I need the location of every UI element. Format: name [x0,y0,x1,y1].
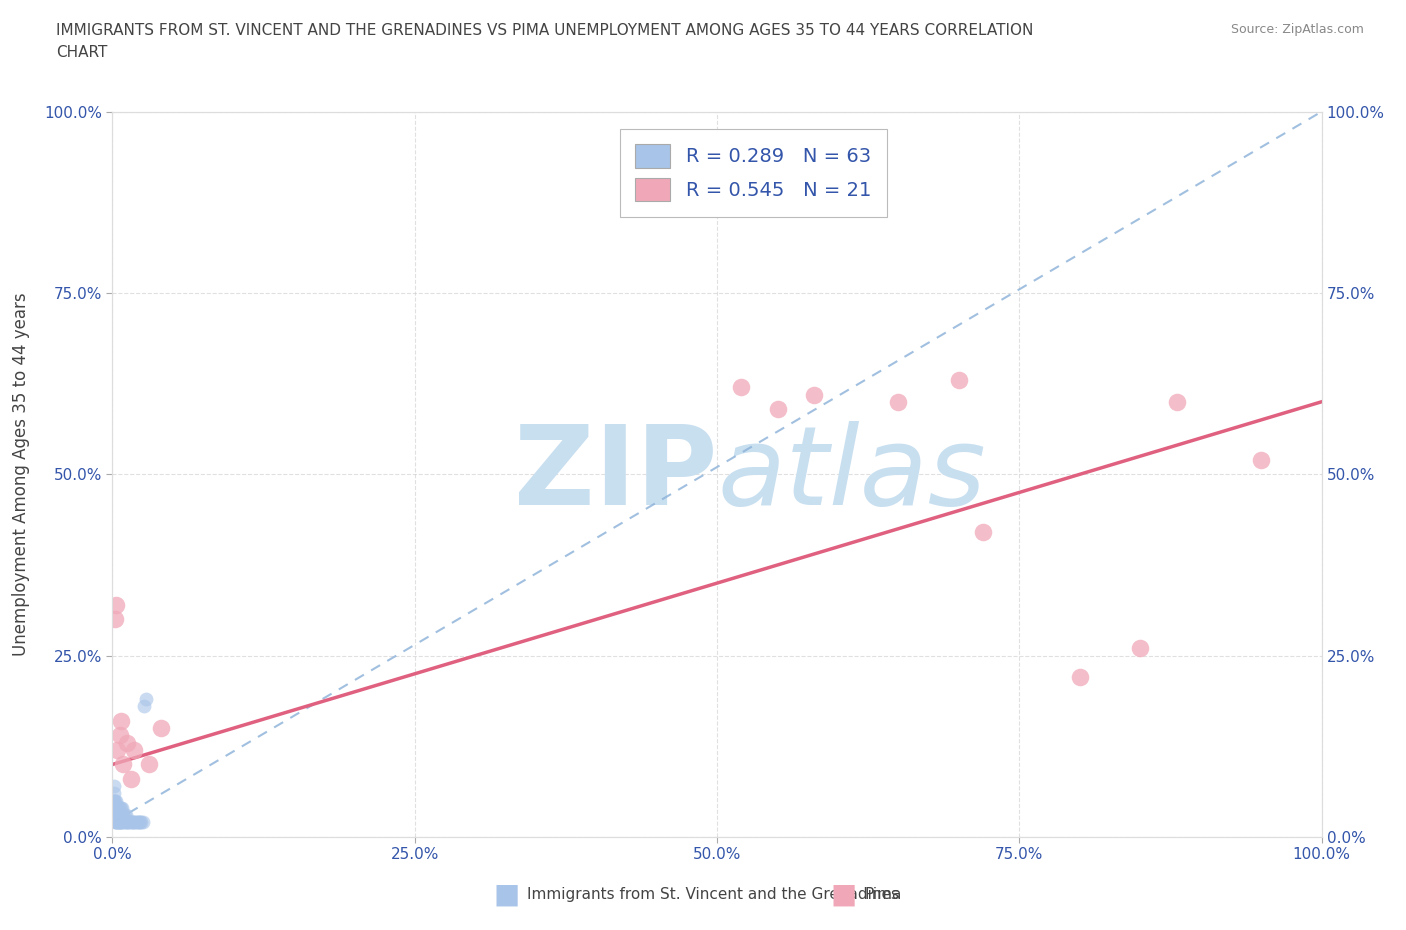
Point [105,815,128,830]
Point [105,815,128,830]
Point [803,387,825,402]
Point [111,801,134,816]
Point [120,815,142,830]
Point [115,815,138,830]
Point [118,815,141,830]
Point [108,808,131,823]
Point [103,793,125,808]
Point [108,815,131,830]
Point [149,721,172,736]
Point [1166,394,1188,409]
Point [105,742,128,757]
Point [112,815,135,830]
Point [117,815,139,830]
Point [105,793,128,808]
Point [121,815,143,830]
Point [112,808,135,823]
Point [108,728,131,743]
Point [948,373,970,388]
Point [103,801,125,816]
Point [107,815,129,830]
Text: Immigrants from St. Vincent and the Grenadines: Immigrants from St. Vincent and the Gren… [527,887,900,902]
Text: CHART: CHART [56,45,108,60]
Point [104,815,127,830]
Point [114,815,136,830]
Point [1250,452,1272,467]
Point [1069,670,1091,684]
Point [101,793,124,808]
Text: ■: ■ [494,881,519,909]
Point [107,815,129,830]
Point [110,815,132,830]
Point [105,597,128,612]
Point [105,801,128,816]
Point [107,801,129,816]
Point [114,808,136,823]
Point [138,757,160,772]
Point [110,801,132,816]
Point [105,801,128,816]
Point [105,815,128,830]
Text: atlas: atlas [717,420,986,528]
Point [104,793,127,808]
Point [103,786,125,801]
Point [135,692,157,707]
Text: Pima: Pima [865,887,903,902]
Point [110,808,132,823]
Point [105,808,128,823]
Point [125,815,148,830]
Point [766,402,789,417]
Point [131,815,153,830]
Point [108,801,131,816]
Point [105,808,128,823]
Point [105,808,128,823]
Point [104,808,127,823]
Point [111,808,134,823]
Point [103,801,125,816]
Point [115,736,138,751]
Point [124,815,146,830]
Point [104,612,127,627]
Point [132,815,155,830]
Point [112,757,135,772]
Point [730,379,752,394]
Point [103,793,125,808]
Point [128,815,150,830]
Point [103,801,125,816]
Point [107,808,129,823]
Point [104,801,127,816]
Text: Source: ZipAtlas.com: Source: ZipAtlas.com [1230,23,1364,36]
Point [122,815,145,830]
Y-axis label: Unemployment Among Ages 35 to 44 years: Unemployment Among Ages 35 to 44 years [13,293,30,656]
Point [110,713,132,728]
Text: ■: ■ [831,881,856,909]
Point [108,815,131,830]
Point [887,394,910,409]
Point [114,815,136,830]
Point [972,525,994,539]
Point [104,801,127,816]
Point [120,772,142,787]
Legend: R = 0.289   N = 63, R = 0.545   N = 21: R = 0.289 N = 63, R = 0.545 N = 21 [620,128,887,217]
Point [132,699,155,714]
Point [122,815,145,830]
Point [107,808,129,823]
Point [104,808,127,823]
Point [103,778,125,793]
Point [1129,641,1152,656]
Point [129,815,152,830]
Point [111,815,134,830]
Point [127,815,149,830]
Point [103,808,125,823]
Point [114,808,136,823]
Text: ZIP: ZIP [513,420,717,528]
Point [103,808,125,823]
Text: IMMIGRANTS FROM ST. VINCENT AND THE GRENADINES VS PIMA UNEMPLOYMENT AMONG AGES 3: IMMIGRANTS FROM ST. VINCENT AND THE GREN… [56,23,1033,38]
Point [107,815,129,830]
Point [122,742,145,757]
